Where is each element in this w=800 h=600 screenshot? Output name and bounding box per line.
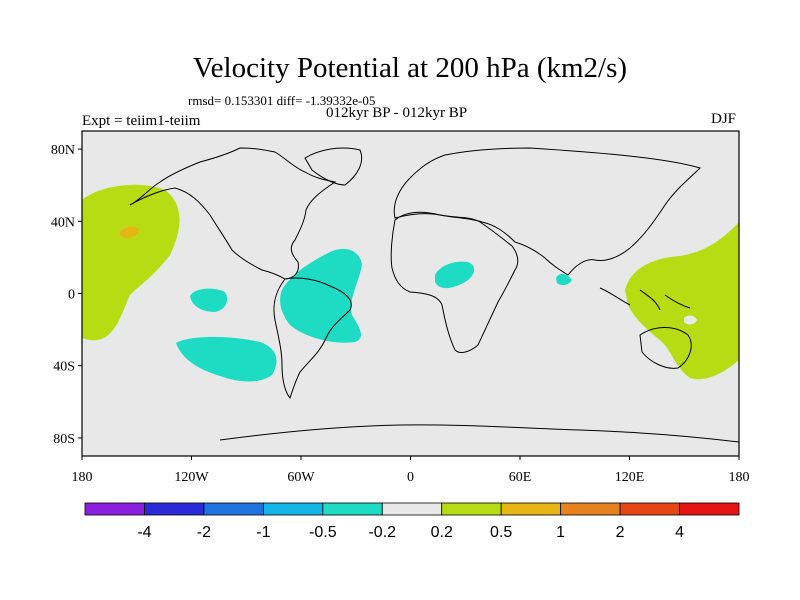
- negative-anomaly-south-pacific: [176, 336, 277, 382]
- stats-text: rmsd= 0.153301 diff= -1.39332e-05: [188, 93, 376, 108]
- lat-tick-label: 0: [68, 288, 75, 303]
- colorbar: -4 -2 -1 -0.5 -0.2 0.2 0.5 1 2 4: [84, 502, 740, 541]
- lat-tick-label: 40S: [53, 360, 75, 375]
- lon-tick-label: 60W: [287, 470, 315, 485]
- colorbar-swatch: [560, 502, 621, 516]
- experiment-label: Expt = teiim1-teiim: [82, 113, 201, 129]
- map-title: Velocity Potential at 200 hPa (km2/s): [192, 52, 628, 84]
- colorbar-swatch: [441, 502, 502, 516]
- negative-anomaly-bay-of-bengal: [556, 274, 572, 286]
- colorbar-label: -0.2: [368, 524, 396, 541]
- coastlines: [129, 147, 739, 443]
- positive-anomaly-core-north-pacific: [119, 226, 140, 238]
- lon-tick-label: 120E: [615, 470, 645, 485]
- lon-tick-label: 180: [729, 470, 750, 485]
- colorbar-label: 0.5: [490, 524, 512, 541]
- lon-tick-label: 0: [407, 470, 414, 485]
- negative-anomaly-africa: [435, 261, 475, 289]
- positive-anomaly-west-pacific-gap: [684, 315, 697, 325]
- colorbar-label: -1: [256, 524, 270, 541]
- colorbar-label: 1: [556, 524, 565, 541]
- season-label: DJF: [711, 111, 737, 127]
- latitude-axis: 80N 40N 0 40S 80S: [51, 143, 82, 447]
- colorbar-label: -0.5: [309, 524, 337, 541]
- colorbar-label: -4: [137, 524, 151, 541]
- colorbar-label: 2: [616, 524, 625, 541]
- lon-tick-label: 180: [72, 470, 93, 485]
- colorbar-swatch: [619, 502, 680, 516]
- period-label: 012kyr BP - 012kyr BP: [326, 105, 468, 121]
- lon-tick-label: 120W: [174, 470, 209, 485]
- positive-anomaly-west-pacific: [625, 222, 739, 380]
- colorbar-label: 0.2: [431, 524, 453, 541]
- colorbar-swatch: [381, 502, 443, 516]
- positive-anomaly-north-pacific: [82, 184, 180, 341]
- colorbar-swatch: [679, 502, 740, 516]
- colorbar-swatch: [84, 502, 145, 516]
- negative-anomaly-east-pacific: [190, 288, 228, 312]
- negative-anomaly-south-america: [280, 248, 362, 343]
- colorbar-label: 4: [675, 524, 684, 541]
- colorbar-swatch: [322, 502, 383, 516]
- lon-tick-label: 60E: [509, 470, 532, 485]
- lat-tick-label: 80N: [51, 143, 75, 158]
- lat-tick-label: 80S: [53, 432, 75, 447]
- colorbar-swatch: [144, 502, 205, 516]
- longitude-axis: 180 120W 60W 0 60E 120E 180: [72, 456, 750, 485]
- colorbar-label: -2: [197, 524, 211, 541]
- colorbar-swatch: [203, 502, 264, 516]
- lat-tick-label: 40N: [51, 215, 75, 230]
- colorbar-swatch: [262, 502, 324, 516]
- colorbar-swatch: [500, 502, 562, 516]
